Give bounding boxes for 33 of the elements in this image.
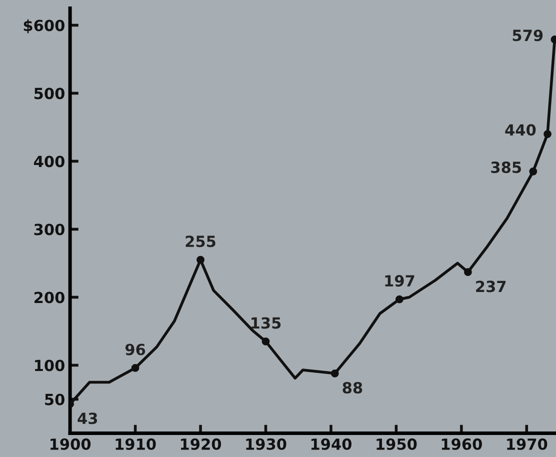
y-tick-label: 50 [45,394,64,406]
x-tick-label: 1930 [246,438,286,450]
x-tick-label: 1960 [442,438,482,450]
point [262,337,270,346]
point [464,268,472,276]
data-label: 135 [252,317,281,329]
data-label: 88 [342,382,362,394]
x-tick-label: 1970 [507,438,548,450]
point [529,167,538,176]
x-tick-label: 1950 [376,438,417,450]
y-tick-label: 300 [34,224,64,236]
data-label: 237 [476,280,506,292]
data-label: 255 [186,236,216,248]
x-tick-label: 1900 [50,438,91,450]
data-label: 440 [505,124,536,136]
data-label: 96 [125,344,146,356]
data-label: 197 [385,275,414,287]
x-tick-label: 1920 [180,438,222,450]
y-tick-label: 200 [34,292,64,304]
data-label: 385 [491,162,521,174]
y-tick-label: $600 [24,19,64,34]
y-tick-label: 400 [34,156,64,168]
point [196,256,204,264]
data-label: 43 [78,412,98,424]
point [396,295,404,304]
data-label: 579 [512,30,543,42]
point [544,130,552,138]
point [131,364,140,372]
x-tick-label: 1910 [116,438,156,450]
x-tick-label: 1940 [311,438,352,450]
y-tick-label: 500 [34,88,64,100]
point [330,369,339,378]
y-tick-label: 100 [35,360,64,372]
